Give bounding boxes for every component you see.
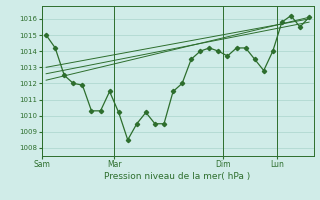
X-axis label: Pression niveau de la mer( hPa ): Pression niveau de la mer( hPa ) bbox=[104, 172, 251, 181]
